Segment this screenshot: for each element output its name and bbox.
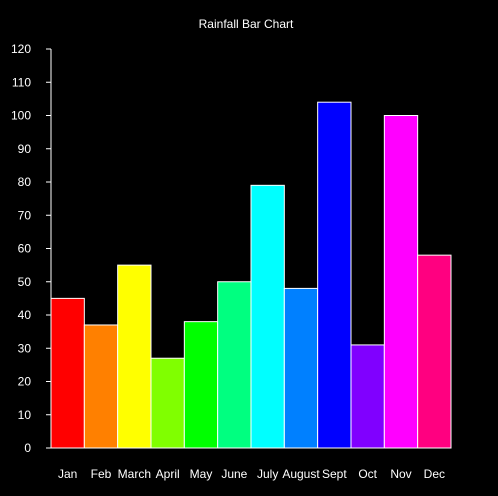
bar-june [217, 281, 252, 449]
x-tick-label: Nov [390, 467, 411, 481]
bar-july [250, 184, 285, 449]
bar-march [117, 264, 152, 449]
bar-dec [417, 254, 452, 449]
x-tick-label: July [257, 467, 278, 481]
y-tick-label: 10 [18, 408, 32, 422]
x-tick-label: August [282, 467, 320, 481]
y-tick-label: 90 [18, 142, 32, 156]
x-tick-label: Oct [358, 467, 377, 481]
bars-group [50, 101, 452, 449]
y-tick-label: 120 [11, 42, 31, 56]
y-tick-label: 110 [12, 75, 31, 89]
y-tick-label: 30 [18, 341, 32, 355]
x-tick-label: Jan [58, 467, 77, 481]
y-axis-ticks: 0 10 20 30 40 50 60 70 80 90 100 110 120 [11, 42, 51, 455]
x-tick-label: May [190, 467, 213, 481]
y-tick-label: 50 [18, 275, 32, 289]
x-tick-label: Feb [91, 467, 112, 481]
bar-jan [50, 297, 85, 449]
x-tick-label: Sept [322, 467, 347, 481]
y-tick-label: 100 [11, 109, 31, 123]
x-tick-label: April [156, 467, 180, 481]
x-axis-ticks: Jan Feb March April May June July August Sept Oct… [58, 467, 445, 481]
bar-nov [383, 115, 419, 449]
y-tick-label: 80 [18, 175, 32, 189]
bar-may [183, 321, 219, 449]
bar-oct [350, 344, 385, 449]
x-tick-label: Dec [424, 467, 445, 481]
bar-august [283, 287, 319, 449]
y-tick-label: 20 [18, 375, 32, 389]
y-tick-label: 40 [18, 308, 32, 322]
bar-sept [317, 101, 352, 449]
bar-feb [83, 324, 119, 449]
bar-april [150, 357, 185, 449]
x-tick-label: June [221, 467, 247, 481]
y-tick-label: 60 [18, 242, 32, 256]
x-tick-label: March [118, 467, 151, 481]
chart-title: Rainfall Bar Chart [199, 17, 294, 31]
y-tick-label: 70 [18, 208, 32, 222]
y-tick-label: 0 [24, 441, 31, 455]
